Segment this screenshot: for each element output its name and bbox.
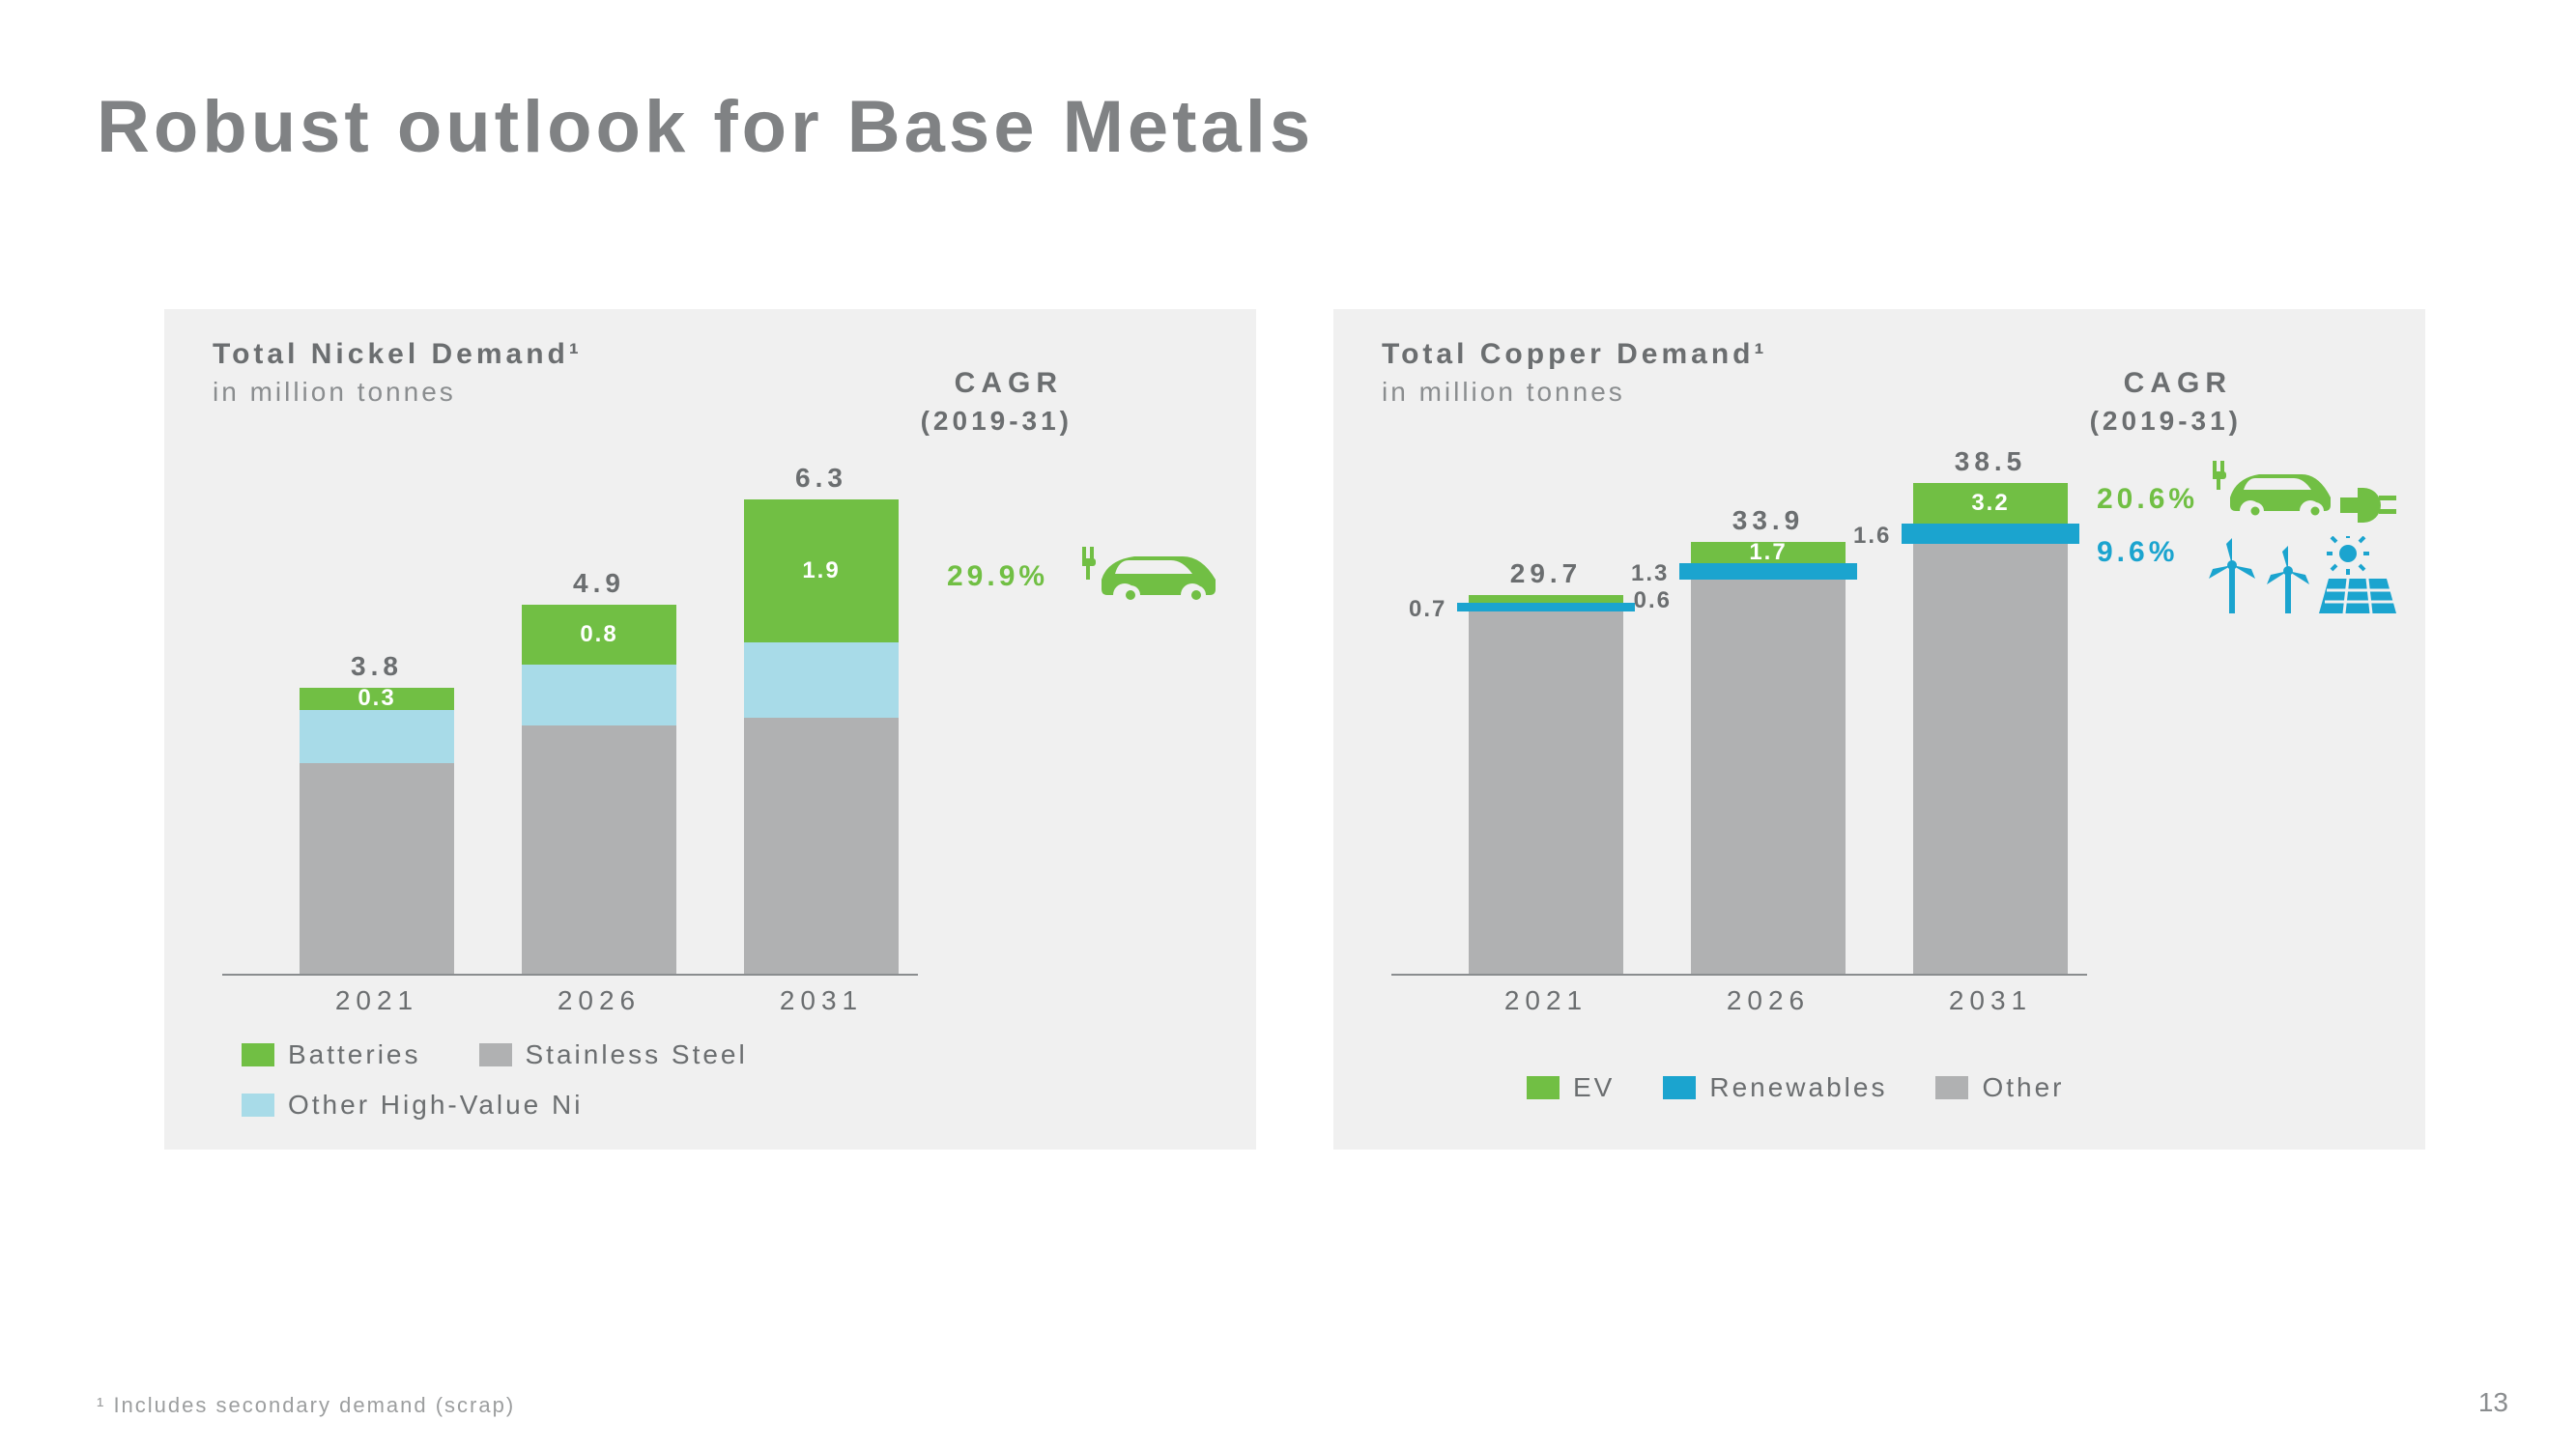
legend-swatch [1935,1076,1968,1099]
bar-segment-other [1913,544,2068,974]
bar-segment-renew: 1.6 [1902,524,2079,544]
segment-value-label: 0.7 [1409,596,1446,623]
axis-baseline [1391,974,2087,976]
bar-segment-stainless [744,718,899,974]
footnote: ¹ Includes secondary demand (scrap) [97,1393,515,1418]
copper-cagr-period: (2019-31) [2090,406,2242,437]
legend-swatch [242,1094,274,1117]
nickel-panel: Total Nickel Demand¹ in million tonnes C… [164,309,1256,1150]
legend-label: Batteries [288,1039,421,1070]
bar-segment-otherhv [300,710,454,763]
slide: Robust outlook for Base Metals Total Nic… [0,0,2576,1449]
segment-value-label: 0.6 [1634,587,1672,614]
ev-car-icon [1082,541,1227,613]
bar-segment-ev: 0.6 [1469,595,1623,603]
legend-label: Stainless Steel [526,1039,748,1070]
segment-value-label: 0.8 [580,621,617,648]
copper-panel: Total Copper Demand¹ in million tonnes C… [1333,309,2425,1150]
bar-segment-renew: 0.7 [1457,603,1635,611]
legend-label: Other [1982,1072,2064,1103]
page-title: Robust outlook for Base Metals [97,85,1314,169]
legend-swatch [1663,1076,1696,1099]
x-axis-label: 2021 [1469,985,1623,1016]
bar-total-label: 38.5 [1913,446,2068,477]
bar-total-label: 4.9 [522,568,676,599]
legend-label: Renewables [1709,1072,1887,1103]
bar-segment-stainless [522,725,676,974]
segment-value-label: 3.2 [1971,490,2009,517]
copper-cagr-head: CAGR [2124,367,2232,400]
bar-segment-batt: 1.9 [744,499,899,642]
copper-cagr-renew: 9.6% [2097,536,2178,569]
bar-segment-batt: 0.3 [300,688,454,710]
segment-value-label: 0.3 [358,685,395,712]
legend-item: Other [1935,1072,2064,1103]
nickel-cagr-period: (2019-31) [921,406,1073,437]
x-axis-label: 2021 [300,985,454,1016]
bar-segment-ev: 1.7 [1691,542,1846,563]
legend-swatch [479,1043,512,1066]
axis-baseline [222,974,918,976]
copper-cagr-ev: 20.6% [2097,483,2198,516]
copper-title: Total Copper Demand¹ [1382,338,1767,371]
bar-segment-ev: 3.2 [1913,483,2068,524]
nickel-title: Total Nickel Demand¹ [213,338,583,371]
nickel-legend: Batteries Stainless Steel Other High-Val… [242,1039,918,1121]
legend-swatch [1527,1076,1560,1099]
bar-segment-otherhv [744,642,899,718]
nickel-chart: 0.3 3.8 0.8 4.9 1.9 6.3 [222,444,918,976]
copper-subtitle: in million tonnes [1382,377,1625,408]
legend-item: EV [1527,1072,1615,1103]
segment-value-label: 1.7 [1749,539,1787,566]
bar-total-label: 33.9 [1691,505,1846,536]
segment-value-label: 1.3 [1631,560,1669,587]
nickel-cagr-head: CAGR [955,367,1063,400]
x-axis-label: 2031 [1913,985,2068,1016]
ev-car-plug-icon [2213,459,2406,541]
bar-segment-otherhv [522,665,676,724]
x-axis-label: 2026 [1691,985,1846,1016]
nickel-subtitle: in million tonnes [213,377,456,408]
legend-item: Other High-Value Ni [242,1090,918,1121]
x-axis-label: 2026 [522,985,676,1016]
legend-item: Stainless Steel [479,1039,748,1070]
bar-segment-other [1691,580,1846,974]
bar-total-label: 3.8 [300,651,454,682]
copper-legend: EV Renewables Other [1527,1072,2065,1103]
legend-label: EV [1573,1072,1615,1103]
bar-total-label: 6.3 [744,463,899,494]
page-number: 13 [2478,1387,2508,1418]
segment-value-label: 1.9 [802,557,840,584]
legend-item: Batteries [242,1039,421,1070]
segment-value-label: 1.6 [1853,523,1891,550]
bar-segment-batt: 0.8 [522,605,676,665]
bar-segment-stainless [300,763,454,974]
renewables-icon [2203,536,2406,628]
bar-segment-other [1469,611,1623,974]
bar-total-label: 29.7 [1469,558,1623,589]
legend-item: Renewables [1663,1072,1887,1103]
legend-swatch [242,1043,274,1066]
copper-chart: 0.70.629.71.31.733.91.63.238.5 [1391,444,2087,976]
x-axis-label: 2031 [744,985,899,1016]
legend-label: Other High-Value Ni [288,1090,583,1121]
nickel-cagr-value: 29.9% [947,560,1048,593]
